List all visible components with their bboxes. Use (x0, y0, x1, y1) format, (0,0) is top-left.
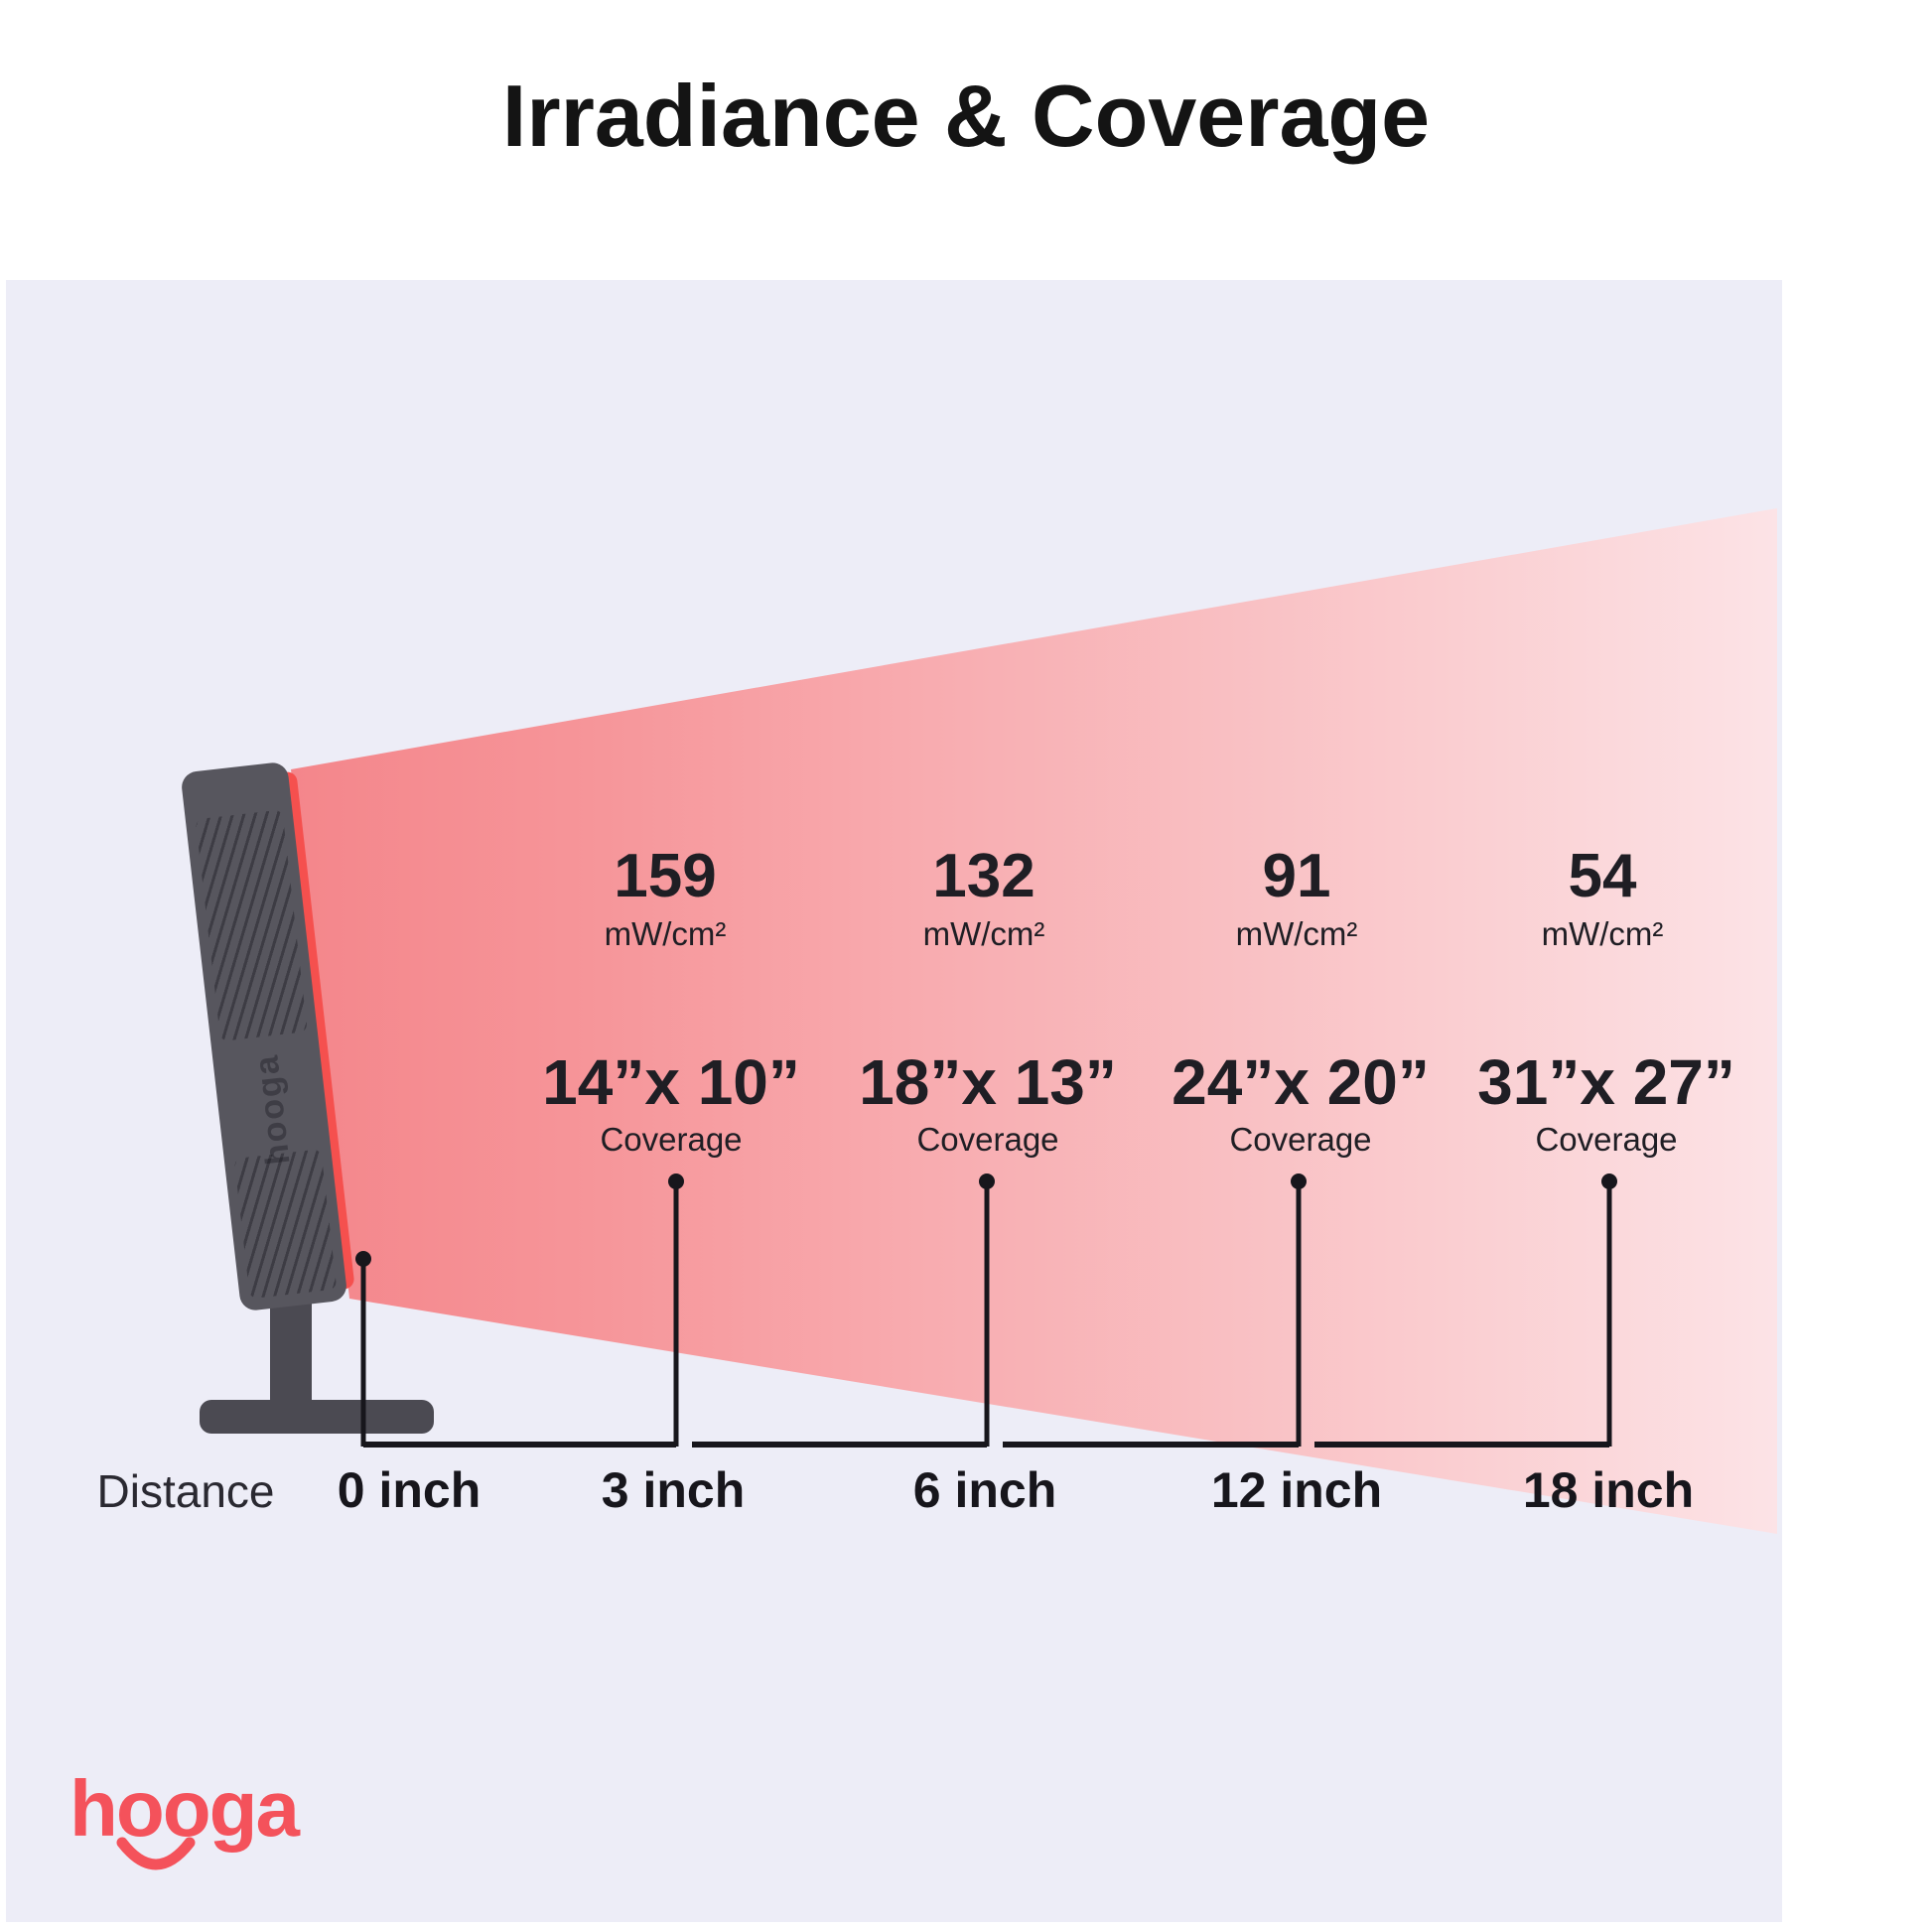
irradiance-column: 91 mW/cm² (1235, 842, 1358, 952)
coverage-label: Coverage (1535, 1121, 1678, 1158)
irradiance-unit: mW/cm² (922, 915, 1045, 952)
coverage-column: 31”x 27” Coverage (1477, 1050, 1735, 1156)
irradiance-unit: mW/cm² (1541, 915, 1664, 952)
distance-label-3: 3 inch (601, 1462, 746, 1518)
irradiance-value: 159 (614, 842, 717, 910)
distance-label-18: 18 inch (1522, 1462, 1695, 1518)
distance-label-6: 6 inch (912, 1462, 1057, 1518)
coverage-column: 14”x 10” Coverage (542, 1050, 800, 1156)
device-brand-label: hooga (246, 1051, 298, 1168)
coverage-column: 24”x 20” Coverage (1172, 1050, 1430, 1156)
coverage-label: Coverage (916, 1121, 1059, 1158)
page-title: Irradiance & Coverage (501, 67, 1431, 165)
distance-axis-title: Distance (96, 1465, 275, 1517)
coverage-label: Coverage (600, 1121, 743, 1158)
vent-grill-top-icon (195, 809, 308, 1041)
irradiance-column: 54 mW/cm² (1541, 842, 1664, 952)
irradiance-unit: mW/cm² (604, 915, 727, 952)
irradiance-value: 54 (1568, 842, 1637, 910)
irradiance-column: 159 mW/cm² (604, 842, 727, 952)
vent-grill-bottom-icon (233, 1149, 338, 1300)
irradiance-column: 132 mW/cm² (922, 842, 1045, 952)
irradiance-value: 132 (932, 842, 1035, 910)
irradiance-unit: mW/cm² (1235, 915, 1358, 952)
coverage-value: 18”x 13” (859, 1046, 1117, 1118)
distance-label-0: 0 inch (337, 1462, 482, 1518)
irradiance-value: 91 (1262, 842, 1331, 910)
coverage-value: 31”x 27” (1477, 1046, 1735, 1118)
coverage-label: Coverage (1229, 1121, 1372, 1158)
coverage-column: 18”x 13” Coverage (859, 1050, 1117, 1156)
coverage-value: 24”x 20” (1172, 1046, 1430, 1118)
hooga-logo: hooga (69, 1764, 300, 1853)
device-stand-base (200, 1400, 434, 1434)
coverage-value: 14”x 10” (542, 1046, 800, 1118)
distance-label-12: 12 inch (1210, 1462, 1383, 1518)
